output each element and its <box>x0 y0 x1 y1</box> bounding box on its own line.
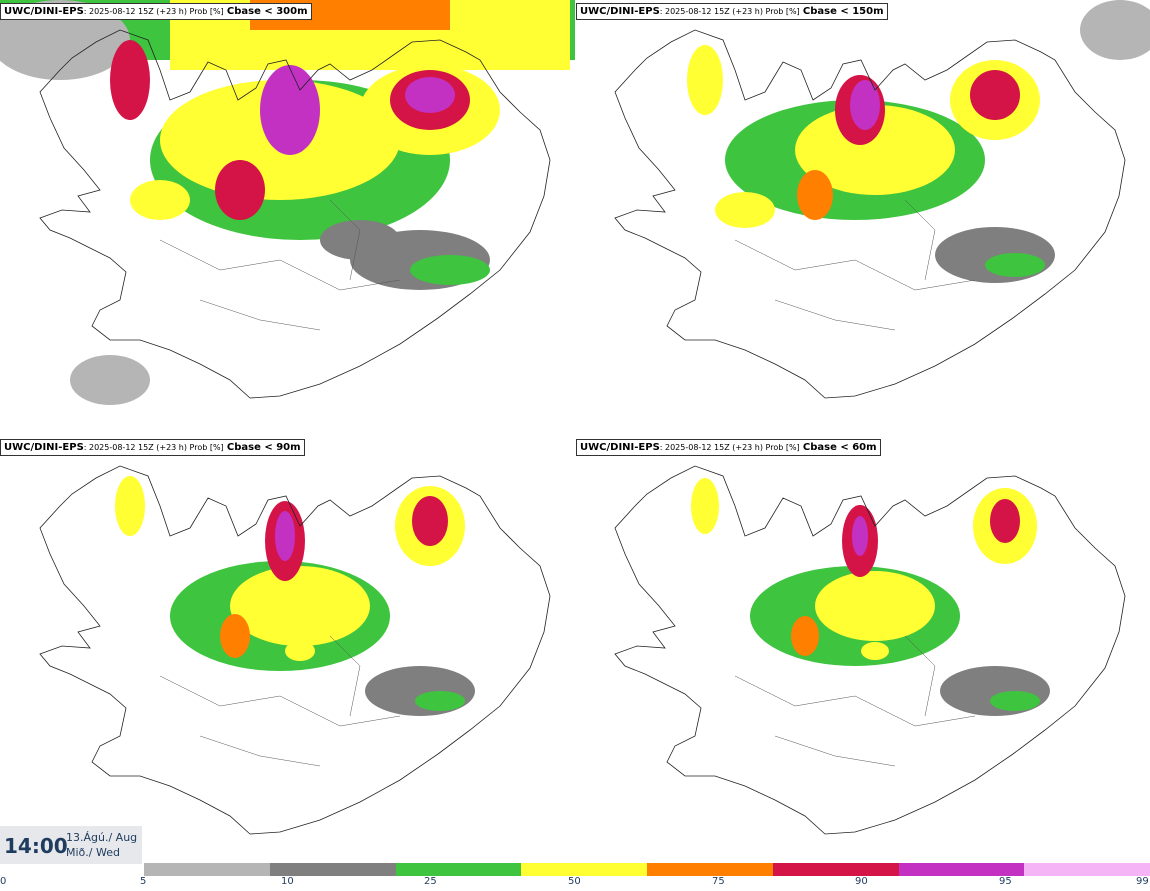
panel-title: UWC/DINI-EPS: 2025-08-12 15Z (+23 h) Pro… <box>0 439 305 456</box>
probability-area <box>215 160 265 220</box>
probability-area <box>990 691 1040 711</box>
panel-title: UWC/DINI-EPS: 2025-08-12 15Z (+23 h) Pro… <box>0 3 312 20</box>
valid-weekday: Mið./ Wed <box>66 846 120 859</box>
probability-area <box>365 666 475 716</box>
probability-area <box>815 571 935 641</box>
panel-title: UWC/DINI-EPS: 2025-08-12 15Z (+23 h) Pro… <box>576 439 881 456</box>
legend-tick: 5 <box>140 876 147 887</box>
region-boundary <box>159 199 401 331</box>
probability-field <box>0 0 500 405</box>
probability-area <box>850 80 880 130</box>
probability-area <box>130 180 190 220</box>
legend-swatch <box>772 863 899 876</box>
probability-area <box>985 253 1045 277</box>
legend-tick: 75 <box>712 876 725 887</box>
region-boundary <box>159 635 401 767</box>
legend-swatch <box>144 863 270 876</box>
probability-area <box>320 220 400 260</box>
probability-area <box>935 227 1055 283</box>
probability-area <box>285 641 315 661</box>
probability-area <box>230 566 370 646</box>
iceland-map <box>614 0 1150 399</box>
probability-area <box>70 355 150 405</box>
probability-area <box>110 40 150 120</box>
legend-swatch <box>647 863 773 876</box>
probability-field <box>691 478 1050 716</box>
probability-area <box>852 516 868 556</box>
probability-area <box>415 691 465 711</box>
probability-area <box>0 0 130 80</box>
coastline <box>614 29 1126 399</box>
probability-area <box>861 642 889 660</box>
legend-tick: 50 <box>568 876 581 887</box>
probability-area <box>1080 0 1150 60</box>
probability-area <box>115 476 145 536</box>
probability-area <box>940 666 1050 716</box>
probability-area <box>687 45 723 115</box>
coastline <box>39 29 551 399</box>
panel-title: UWC/DINI-EPS: 2025-08-12 15Z (+23 h) Pro… <box>576 3 888 20</box>
iceland-map <box>39 465 551 835</box>
legend-swatch <box>1024 863 1150 876</box>
legend-swatch <box>898 863 1025 876</box>
legend-tick: 90 <box>855 876 868 887</box>
probability-area <box>715 192 775 228</box>
legend-swatch <box>395 863 522 876</box>
region-boundary <box>734 635 976 767</box>
color-legend <box>144 863 1150 876</box>
probability-field <box>115 476 475 716</box>
coastline <box>614 465 1126 835</box>
map-panel-90m: UWC/DINI-EPS: 2025-08-12 15Z (+23 h) Pro… <box>0 436 575 872</box>
map-panel-300m: UWC/DINI-EPS: 2025-08-12 15Z (+23 h) Pro… <box>0 0 575 436</box>
legend-tick: 95 <box>999 876 1012 887</box>
probability-area <box>220 614 250 658</box>
map-panel-60m: UWC/DINI-EPS: 2025-08-12 15Z (+23 h) Pro… <box>575 436 1150 872</box>
probability-area <box>970 70 1020 120</box>
probability-area <box>691 478 719 534</box>
valid-time: 14:00 <box>4 834 68 858</box>
map-panel-150m: UWC/DINI-EPS: 2025-08-12 15Z (+23 h) Pro… <box>575 0 1150 436</box>
legend-tick: 25 <box>424 876 437 887</box>
probability-field <box>687 0 1150 283</box>
valid-date: 13.Ágú./ Aug <box>66 831 138 844</box>
region-boundary <box>734 199 976 331</box>
probability-area <box>275 511 295 561</box>
probability-area <box>405 77 455 113</box>
probability-area <box>410 255 490 285</box>
legend-tick: 0 <box>0 876 7 887</box>
probability-area <box>795 105 955 195</box>
probability-area <box>791 616 819 656</box>
legend-swatch <box>521 863 647 876</box>
probability-area <box>797 170 833 220</box>
iceland-map <box>0 0 575 405</box>
probability-area <box>260 65 320 155</box>
legend-swatch <box>269 863 396 876</box>
probability-area <box>412 496 448 546</box>
iceland-map <box>614 465 1126 835</box>
valid-time-box: 14:00 13.Ágú./ Aug Mið./ Wed <box>0 826 142 864</box>
legend-tick: 10 <box>281 876 294 887</box>
probability-area <box>990 499 1020 543</box>
coastline <box>39 465 551 835</box>
legend-tick: 99 <box>1136 876 1149 887</box>
